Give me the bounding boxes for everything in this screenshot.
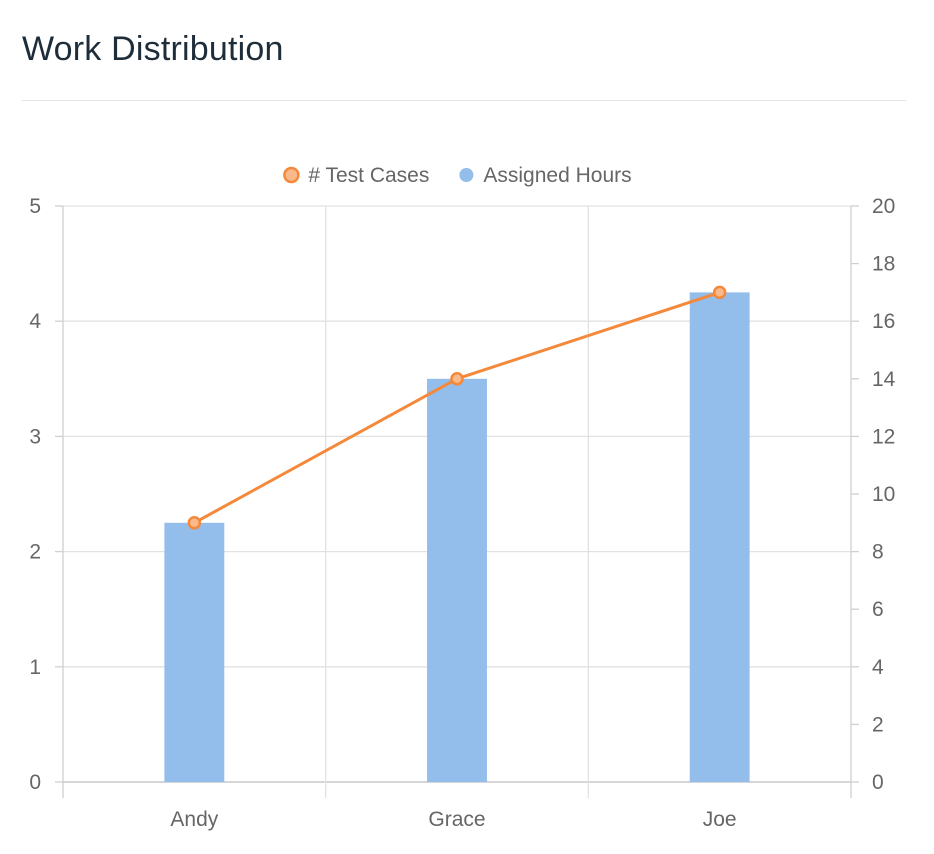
legend-label-test-cases[interactable]: # Test Cases: [308, 164, 429, 187]
x-tick-label: Andy: [170, 808, 218, 831]
point-test-cases[interactable]: [712, 285, 727, 300]
y-right-tick-label: 8: [872, 541, 884, 564]
title-divider: [22, 100, 906, 101]
bar-assigned-hours[interactable]: [689, 292, 750, 782]
y-right-tick-label: 4: [872, 656, 884, 679]
y-left-tick-label: 0: [29, 771, 41, 794]
bar-layer: [164, 292, 750, 782]
y-right-tick-label: 2: [872, 713, 884, 736]
y-left-tick-label: 3: [29, 425, 41, 448]
y-right-tick-label: 12: [872, 425, 895, 448]
y-right-tick-label: 14: [872, 368, 896, 391]
y-right-tick-label: 18: [872, 253, 895, 276]
line-layer: [187, 285, 727, 530]
y-left-tick-label: 1: [29, 656, 41, 679]
point-test-cases[interactable]: [187, 516, 202, 530]
legend-label-assigned-hours[interactable]: Assigned Hours: [483, 164, 631, 187]
bar-assigned-hours[interactable]: [427, 378, 487, 782]
y-right-tick-label: 10: [872, 483, 895, 506]
y-left-tick-label: 2: [29, 541, 41, 564]
y-right-tick-label: 0: [872, 771, 884, 794]
y-left-tick-label: 4: [29, 310, 41, 333]
point-test-cases[interactable]: [450, 372, 464, 386]
x-tick-label: Grace: [428, 808, 485, 831]
legend-marker-assigned-hours[interactable]: [459, 168, 474, 182]
legend-marker-test-cases[interactable]: [283, 166, 300, 184]
legend[interactable]: # Test Cases Assigned Hours: [283, 164, 632, 187]
bar-assigned-hours[interactable]: [164, 522, 225, 782]
x-tick-label: Joe: [703, 808, 737, 831]
y-right-tick-label: 16: [872, 310, 895, 333]
y-left-tick-label: 5: [29, 195, 41, 218]
y-right-tick-label: 20: [872, 195, 895, 218]
y-right-tick-label: 6: [872, 598, 884, 621]
page-title: Work Distribution: [22, 30, 284, 68]
